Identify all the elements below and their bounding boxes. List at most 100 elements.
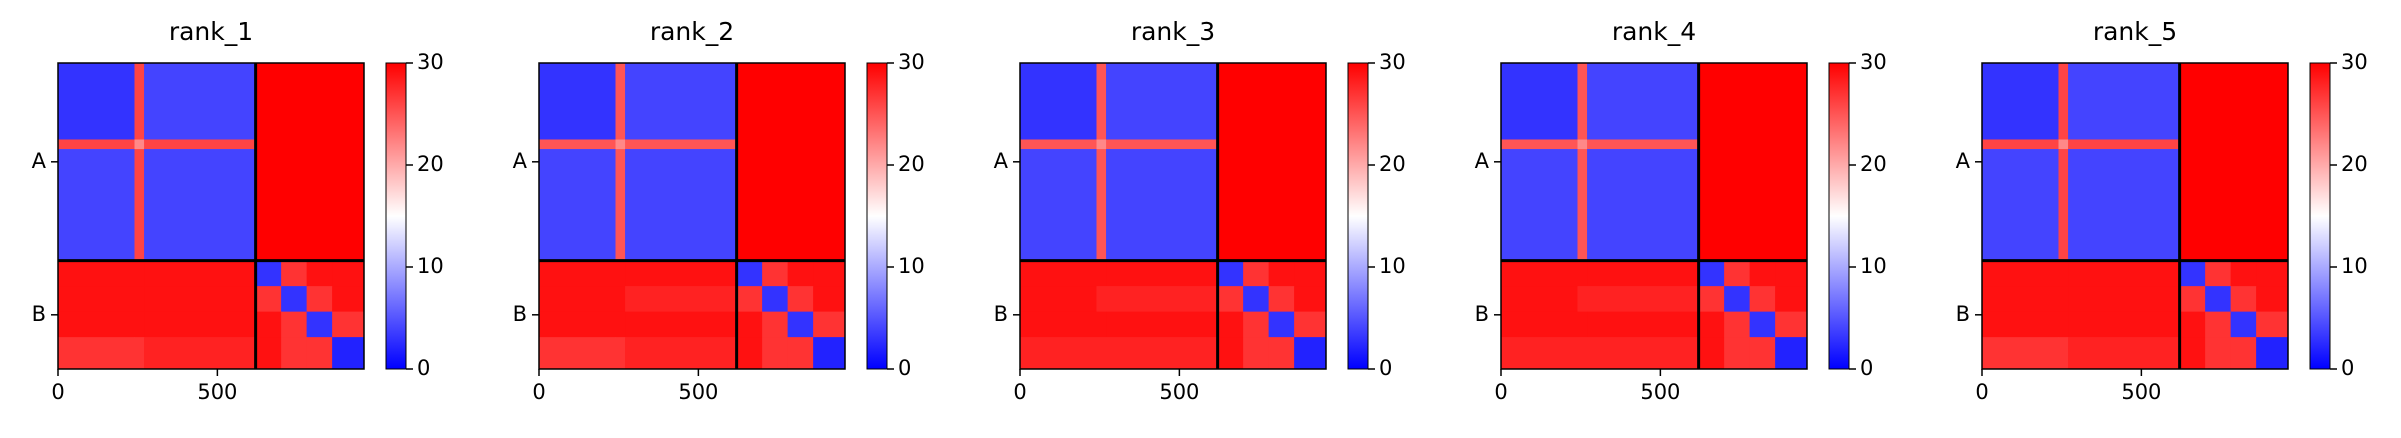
heatmap-cell bbox=[1243, 260, 1270, 287]
heatmap-cell bbox=[1217, 63, 1244, 140]
heatmap-cell bbox=[736, 311, 763, 338]
heatmap-cell bbox=[2058, 63, 2069, 140]
heatmap-cell bbox=[255, 337, 282, 370]
heatmap-cell bbox=[1698, 139, 1725, 150]
plot-frame bbox=[1019, 62, 1327, 370]
heatmap-cell bbox=[2179, 149, 2206, 262]
panel-title: rank_1 bbox=[169, 17, 253, 46]
heatmap-cell bbox=[255, 149, 282, 262]
heatmap-cell bbox=[1243, 149, 1270, 262]
heatmap-cell bbox=[625, 149, 738, 262]
heatmap-cell bbox=[1749, 311, 1776, 338]
heatmap-cell bbox=[58, 139, 135, 150]
heatmap-cell bbox=[2205, 286, 2232, 313]
heatmap-cell bbox=[736, 260, 763, 287]
heatmap-cell bbox=[1577, 63, 1588, 140]
heatmap-cell bbox=[736, 286, 763, 313]
heatmap-cell bbox=[2205, 149, 2232, 262]
heatmap-cell bbox=[1294, 149, 1327, 262]
heatmap-cell bbox=[1724, 286, 1751, 313]
heatmap-cell bbox=[134, 311, 145, 338]
heatmap-cell bbox=[332, 260, 365, 287]
heatmap-cell bbox=[1020, 260, 1097, 287]
y-tick-label: A bbox=[1475, 149, 1490, 173]
heatmap-cell bbox=[332, 286, 365, 313]
heatmap-cell bbox=[762, 260, 789, 287]
heatmap-cell bbox=[625, 286, 738, 313]
heatmap-cell bbox=[2058, 337, 2069, 370]
heatmap-cell bbox=[1501, 311, 1578, 338]
heatmap-cell bbox=[615, 311, 626, 338]
heatmap-cell bbox=[2230, 286, 2257, 313]
heatmap-cell bbox=[787, 311, 814, 338]
colorbar-tick-label: 20 bbox=[1860, 152, 1887, 176]
heatmap-cell bbox=[1587, 63, 1700, 140]
heatmap-cell bbox=[2058, 139, 2069, 150]
colorbar-tick-label: 0 bbox=[898, 356, 911, 380]
colorbar-tick-label: 20 bbox=[417, 152, 444, 176]
heatmap-cell bbox=[1243, 311, 1270, 338]
heatmap-cell bbox=[1749, 149, 1776, 262]
heatmap-cell bbox=[1577, 260, 1588, 287]
heatmap-cell bbox=[1294, 139, 1327, 150]
heatmap-cell bbox=[2205, 260, 2232, 287]
heatmap-cell bbox=[1106, 149, 1219, 262]
heatmap-cell bbox=[1243, 63, 1270, 140]
heatmap-cell bbox=[2068, 63, 2181, 140]
heatmap-cell bbox=[2205, 63, 2232, 140]
heatmap-cell bbox=[255, 63, 282, 140]
heatmap-cell bbox=[1501, 337, 1578, 370]
heatmap-cell bbox=[306, 260, 333, 287]
heatmap-cell bbox=[2256, 260, 2289, 287]
heatmap-cell bbox=[1577, 286, 1588, 313]
colorbar-tick-label: 0 bbox=[1860, 356, 1873, 380]
plot-frame bbox=[538, 62, 846, 370]
heatmap-cell bbox=[2068, 149, 2181, 262]
heatmap-cell bbox=[1268, 311, 1295, 338]
heatmap-cell bbox=[625, 139, 738, 150]
heatmap-cell bbox=[2058, 286, 2069, 313]
colorbar bbox=[1347, 62, 1369, 370]
heatmap-cell bbox=[255, 286, 282, 313]
heatmap-cell bbox=[1020, 286, 1097, 313]
colorbar-tick-label: 10 bbox=[2341, 254, 2368, 278]
heatmap-cell bbox=[1501, 149, 1578, 262]
heatmap-cell bbox=[2230, 149, 2257, 262]
heatmap-cell bbox=[255, 139, 282, 150]
heatmap-cell bbox=[1020, 337, 1097, 370]
heatmap-cell bbox=[787, 286, 814, 313]
heatmap-cell bbox=[1243, 286, 1270, 313]
heatmap-cell bbox=[1294, 286, 1327, 313]
heatmap-cell bbox=[2179, 139, 2206, 150]
heatmap-cell bbox=[2068, 311, 2181, 338]
x-tick-label: 500 bbox=[197, 380, 237, 404]
heatmap-cell bbox=[1982, 311, 2059, 338]
heatmap-cell bbox=[144, 63, 257, 140]
heatmap-cell bbox=[762, 63, 789, 140]
heatmap-cell bbox=[134, 63, 145, 140]
heatmap-cell bbox=[813, 139, 846, 150]
heatmap-cell bbox=[625, 311, 738, 338]
heatmap-cell bbox=[144, 149, 257, 262]
x-tick-label: 500 bbox=[1640, 380, 1680, 404]
heatmap-cell bbox=[539, 63, 616, 140]
heatmap-cell bbox=[1268, 149, 1295, 262]
panel-title: rank_5 bbox=[2093, 17, 2177, 46]
y-tick-label: B bbox=[1475, 302, 1489, 326]
heatmap-cell bbox=[813, 311, 846, 338]
heatmap-cell bbox=[1775, 337, 1808, 370]
heatmap-cell bbox=[306, 286, 333, 313]
heatmap-cell bbox=[1020, 139, 1097, 150]
heatmap-cell bbox=[762, 286, 789, 313]
colorbar-tick-label: 30 bbox=[1379, 50, 1406, 74]
heatmap-cell bbox=[625, 260, 738, 287]
heatmap-cell bbox=[539, 286, 616, 313]
colorbar bbox=[866, 62, 888, 370]
heatmap-cell bbox=[1698, 337, 1725, 370]
colorbar bbox=[385, 62, 407, 370]
heatmap-cell bbox=[1724, 63, 1751, 140]
heatmap-cell bbox=[1096, 149, 1107, 262]
heatmap-cell bbox=[58, 149, 135, 262]
heatmap-cell bbox=[615, 139, 626, 150]
